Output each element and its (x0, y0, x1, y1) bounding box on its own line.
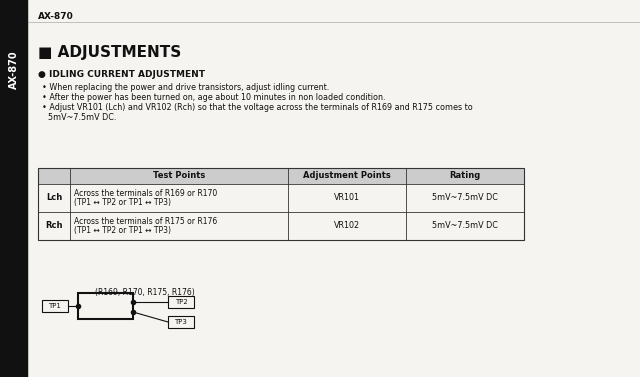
Text: Lch: Lch (46, 193, 62, 202)
Text: TP1: TP1 (49, 303, 61, 309)
Text: 5mV~7.5mV DC: 5mV~7.5mV DC (432, 193, 498, 202)
Text: 5mV~7.5mV DC.: 5mV~7.5mV DC. (48, 113, 116, 122)
Text: • Adjust VR101 (Lch) and VR102 (Rch) so that the voltage across the terminals of: • Adjust VR101 (Lch) and VR102 (Rch) so … (42, 103, 473, 112)
Text: ● IDLING CURRENT ADJUSTMENT: ● IDLING CURRENT ADJUSTMENT (38, 70, 205, 79)
Text: (R169, R170, R175, R176): (R169, R170, R175, R176) (95, 288, 195, 297)
Bar (0, 0, 28, 377)
Text: 5mV~7.5mV DC: 5mV~7.5mV DC (432, 222, 498, 230)
Text: Across the terminals of R169 or R170: Across the terminals of R169 or R170 (74, 190, 217, 199)
Bar (38, 168, 524, 240)
Bar (78, 293, 133, 319)
Text: • When replacing the power and drive transistors, adjust idling current.: • When replacing the power and drive tra… (42, 83, 329, 92)
Text: (TP1 ↔ TP2 or TP1 ↔ TP3): (TP1 ↔ TP2 or TP1 ↔ TP3) (74, 227, 171, 236)
Bar (42, 300, 68, 312)
Text: VR101: VR101 (334, 193, 360, 202)
Text: Adjustment Points: Adjustment Points (303, 172, 391, 181)
Text: Rch: Rch (45, 222, 63, 230)
Text: Test Points: Test Points (153, 172, 205, 181)
Text: Rating: Rating (449, 172, 481, 181)
Bar (38, 168, 524, 184)
Text: • After the power has been turned on, age about 10 minutes in non loaded conditi: • After the power has been turned on, ag… (42, 93, 385, 102)
Text: Across the terminals of R175 or R176: Across the terminals of R175 or R176 (74, 218, 217, 227)
Text: AX-870: AX-870 (9, 51, 19, 89)
Text: TP3: TP3 (175, 319, 188, 325)
Text: ■ ADJUSTMENTS: ■ ADJUSTMENTS (38, 45, 181, 60)
Text: (TP1 ↔ TP2 or TP1 ↔ TP3): (TP1 ↔ TP2 or TP1 ↔ TP3) (74, 199, 171, 207)
Text: AX-870: AX-870 (38, 12, 74, 21)
Text: TP2: TP2 (175, 299, 188, 305)
Bar (168, 316, 194, 328)
Text: VR102: VR102 (334, 222, 360, 230)
Bar (168, 296, 194, 308)
